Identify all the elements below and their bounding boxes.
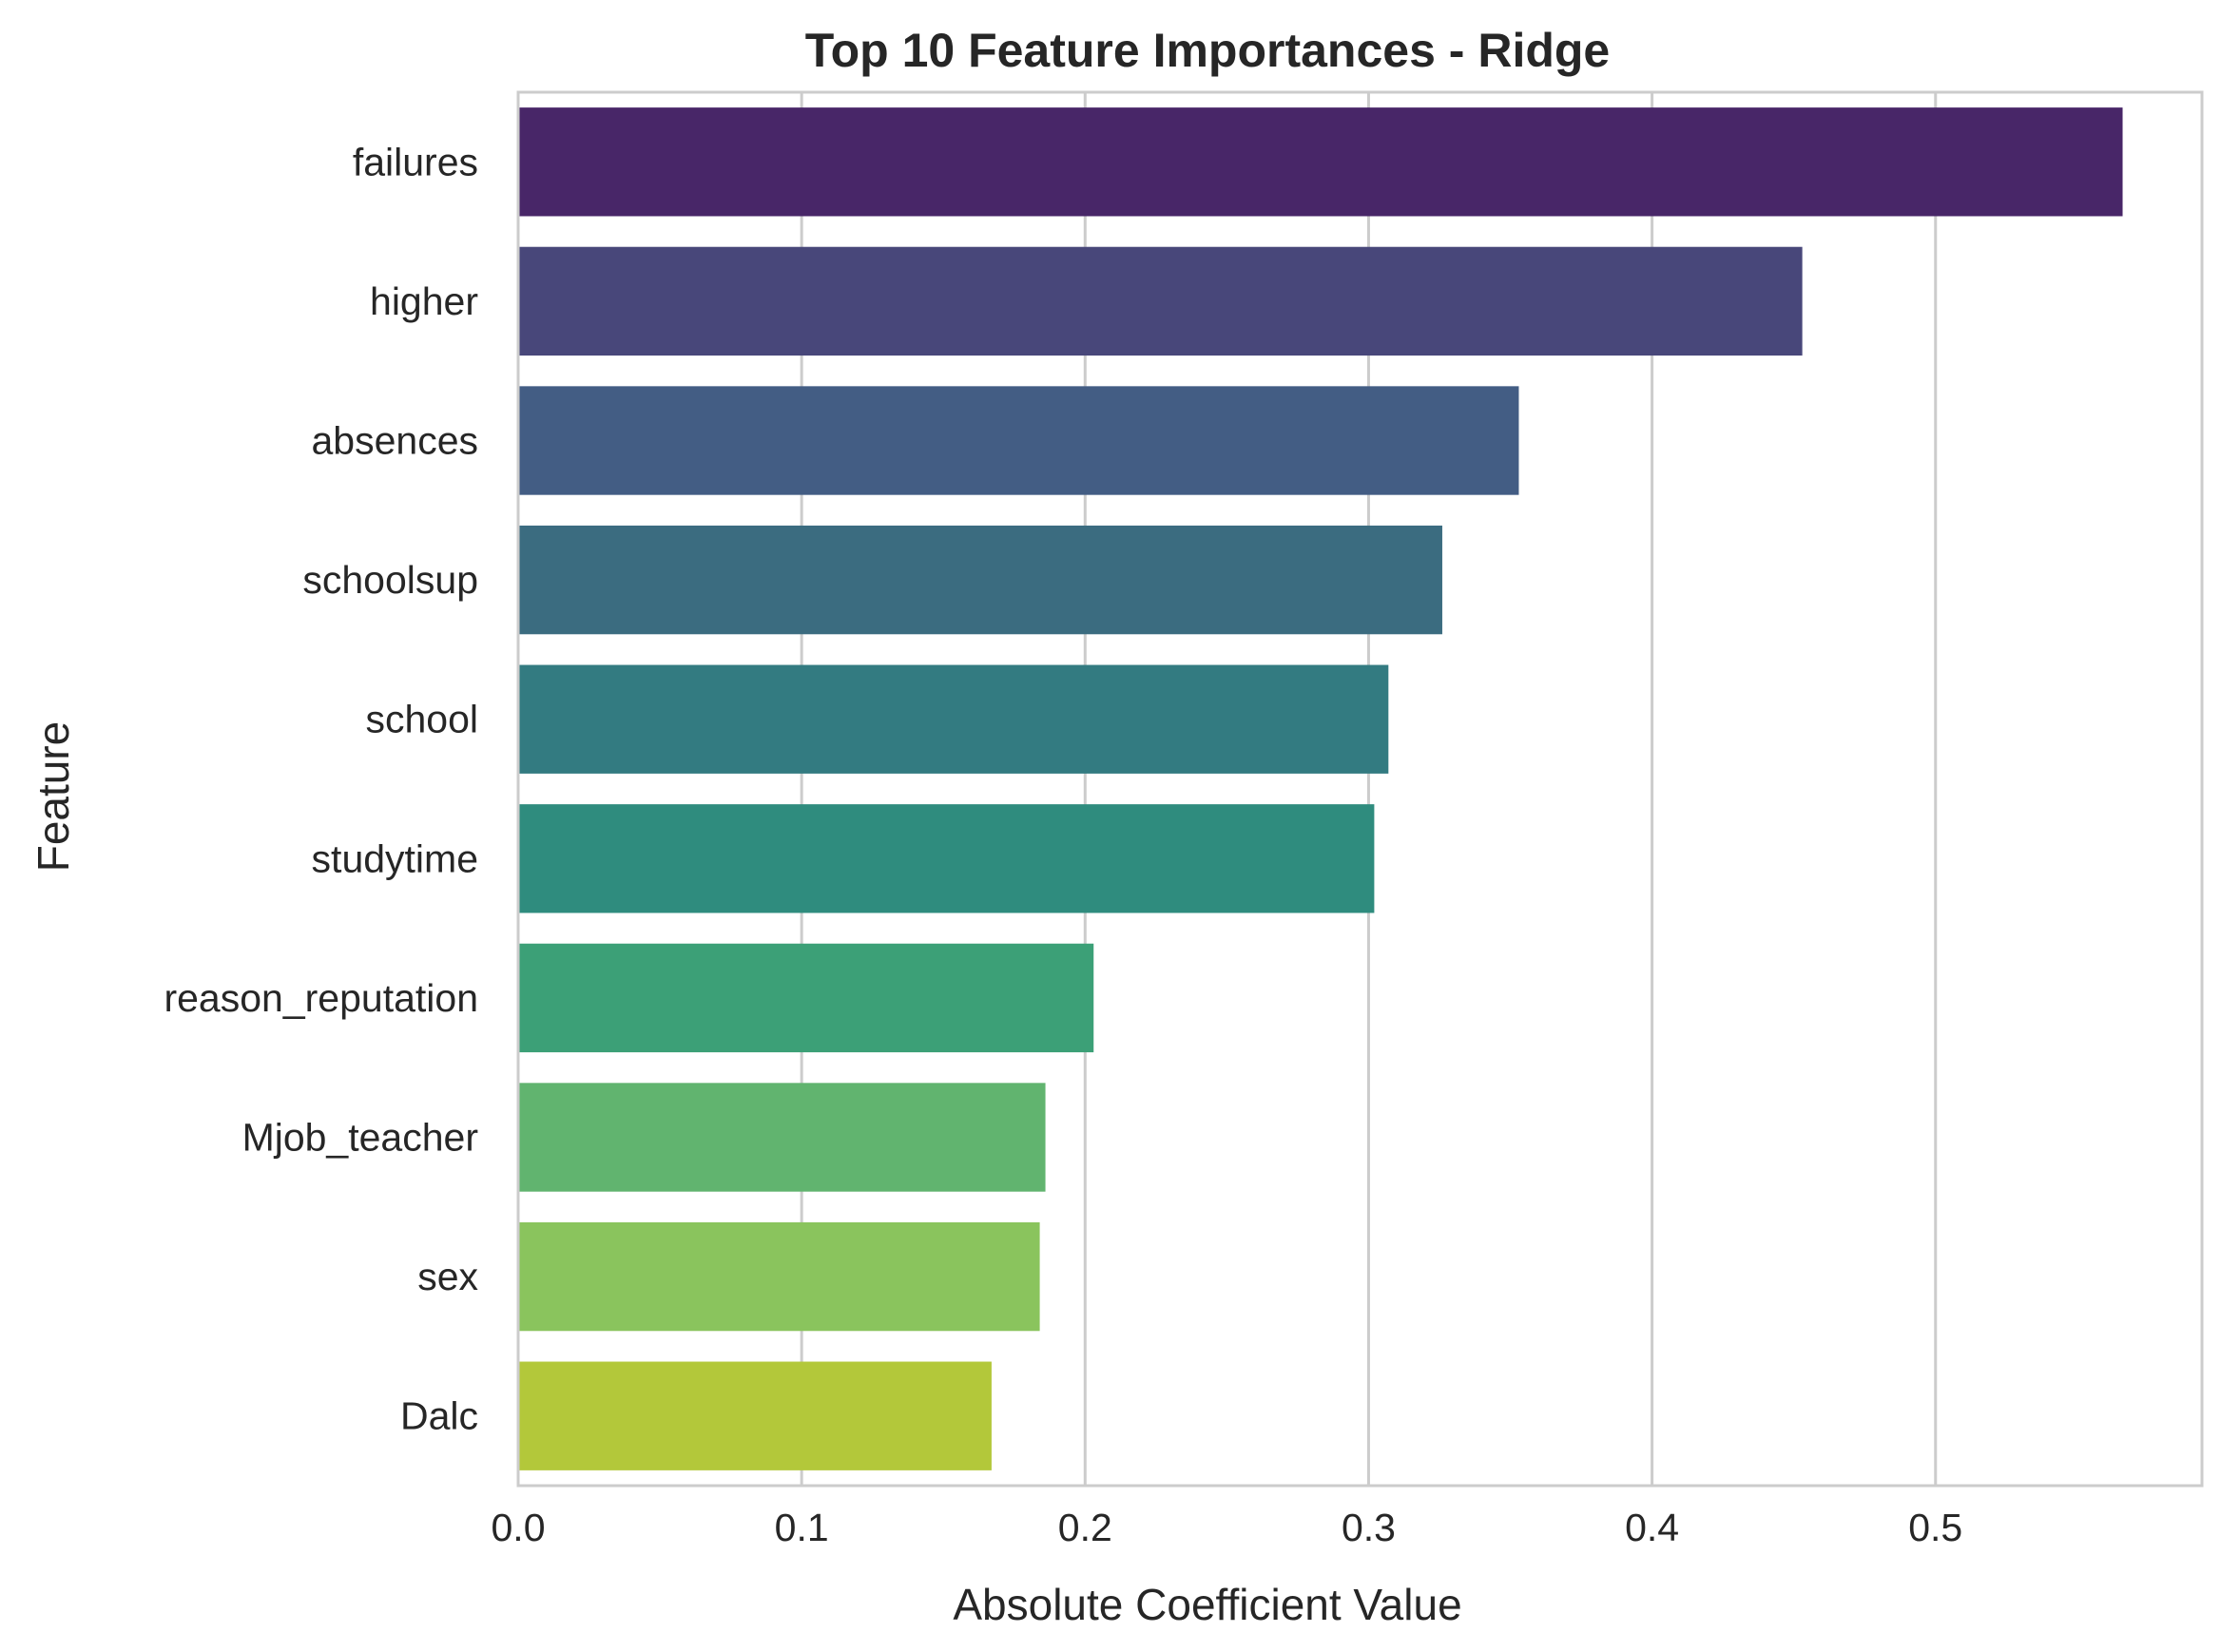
bar-higher: [518, 246, 1803, 356]
y-tick-label: studytime: [312, 836, 478, 880]
bar-dalc: [518, 1361, 992, 1470]
y-tick-label: Mjob_teacher: [242, 1116, 478, 1160]
bar-failures: [518, 107, 2123, 217]
x-tick-labels: 0.0 0.1 0.2 0.3 0.4 0.5: [492, 1506, 1963, 1549]
x-tick-label: 0.3: [1342, 1506, 1396, 1549]
x-tick-label: 0.1: [775, 1506, 829, 1549]
y-tick-label: Dalc: [400, 1394, 478, 1438]
plot-frame: [516, 90, 2204, 1488]
y-tick-label: sex: [417, 1255, 478, 1298]
y-tick-label: schoolsup: [302, 558, 478, 602]
y-tick-label: reason_reputation: [164, 976, 478, 1020]
chart-title: Top 10 Feature Importances - Ridge: [805, 24, 1610, 77]
bar-absences: [518, 386, 1519, 495]
bar-school: [518, 664, 1389, 774]
bar-mjob-teacher: [518, 1083, 1046, 1192]
x-tick-label: 0.4: [1625, 1506, 1679, 1549]
bar-sex: [518, 1221, 1040, 1332]
x-axis-label: Absolute Coefficient Value: [953, 1580, 1461, 1629]
y-tick-label: higher: [370, 279, 478, 323]
y-tick-label: failures: [353, 140, 478, 183]
bar-schoolsup: [518, 525, 1442, 635]
y-tick-label: absences: [311, 419, 478, 463]
x-tick-label: 0.5: [1908, 1506, 1962, 1549]
y-tick-label: school: [365, 698, 478, 741]
x-tick-label: 0.2: [1058, 1506, 1112, 1549]
y-axis-label: Feature: [29, 721, 78, 873]
y-tick-labels: failures higher absences schoolsup school stu…: [164, 140, 478, 1437]
bar-reason-reputation: [518, 943, 1094, 1053]
bars: [518, 107, 2123, 1470]
bar-studytime: [518, 804, 1375, 913]
x-tick-label: 0.0: [492, 1506, 546, 1549]
